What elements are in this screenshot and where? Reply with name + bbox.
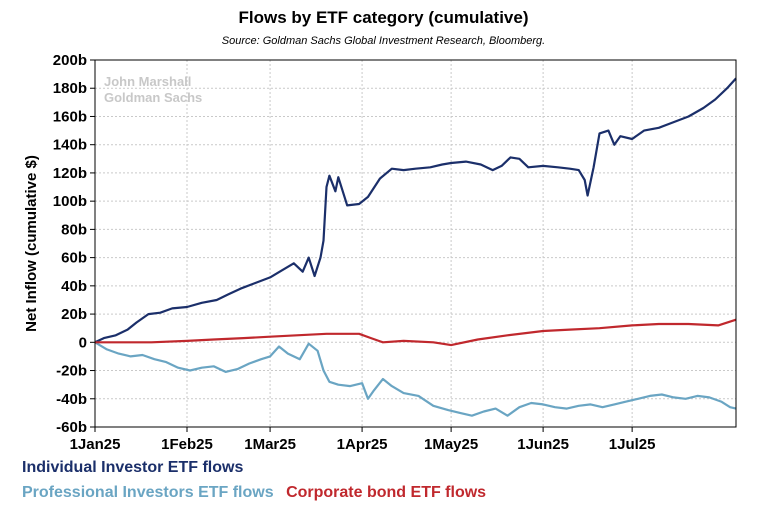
x-tick-label: 1May25 [424,436,478,453]
x-tick-label: 1Jan25 [70,436,121,453]
series-lines [94,77,737,417]
legend-item-professional: Professional Investors ETF flows [22,484,274,501]
y-tick-label: 200b [53,52,87,69]
y-tick-label: 60b [61,250,87,267]
legend-item-individual: Individual Investor ETF flows [22,459,244,476]
series-line-2 [95,318,737,347]
y-tick-label: 20b [61,306,87,323]
y-axis-ticks: -60b -40b -20b 0 20b 40b 60b 80b 100b 120b 140b 160… [53,52,95,436]
x-tick-label: 1Jul25 [609,436,656,453]
watermark-line-2: Goldman Sachs [104,90,202,105]
y-tick-label: 40b [61,278,87,295]
watermark: John Marshall Goldman Sachs [104,74,202,105]
y-tick-label: 80b [61,221,87,238]
x-tick-label: 1Feb25 [161,436,213,453]
x-tick-label: 1Jun25 [517,436,569,453]
chart-subtitle: Source: Goldman Sachs Global Investment … [221,35,546,47]
plot-frame [94,59,737,428]
series-line-0 [94,77,737,344]
y-tick-label: 0 [79,334,87,351]
y-tick-label: 120b [53,165,87,182]
series-line-1 [94,341,737,417]
y-tick-label: -60b [56,419,87,436]
watermark-line-1: John Marshall [104,74,191,89]
chart-title: Flows by ETF category (cumulative) [238,8,529,27]
grid [95,60,736,427]
y-tick-label: 140b [53,137,87,154]
x-tick-label: 1Apr25 [337,436,388,453]
x-tick-label: 1Mar25 [244,436,296,453]
y-tick-label: -20b [56,363,87,380]
y-tick-label: -40b [56,391,87,408]
y-axis-label: Net Inflow (cumulative $) [23,155,40,332]
x-axis-ticks: 1Jan25 1Feb25 1Mar25 1Apr25 1May25 1Jun25 1Jul… [70,427,656,453]
legend-row-1: Individual Investor ETF flows [22,459,251,477]
y-tick-label: 180b [53,80,87,97]
y-tick-label: 100b [53,193,87,210]
legend-item-corporate-bond: Corporate bond ETF flows [286,484,487,501]
y-tick-label: 160b [53,108,87,125]
legend-row-2: Professional Investors ETF flows Corpora… [22,484,494,502]
